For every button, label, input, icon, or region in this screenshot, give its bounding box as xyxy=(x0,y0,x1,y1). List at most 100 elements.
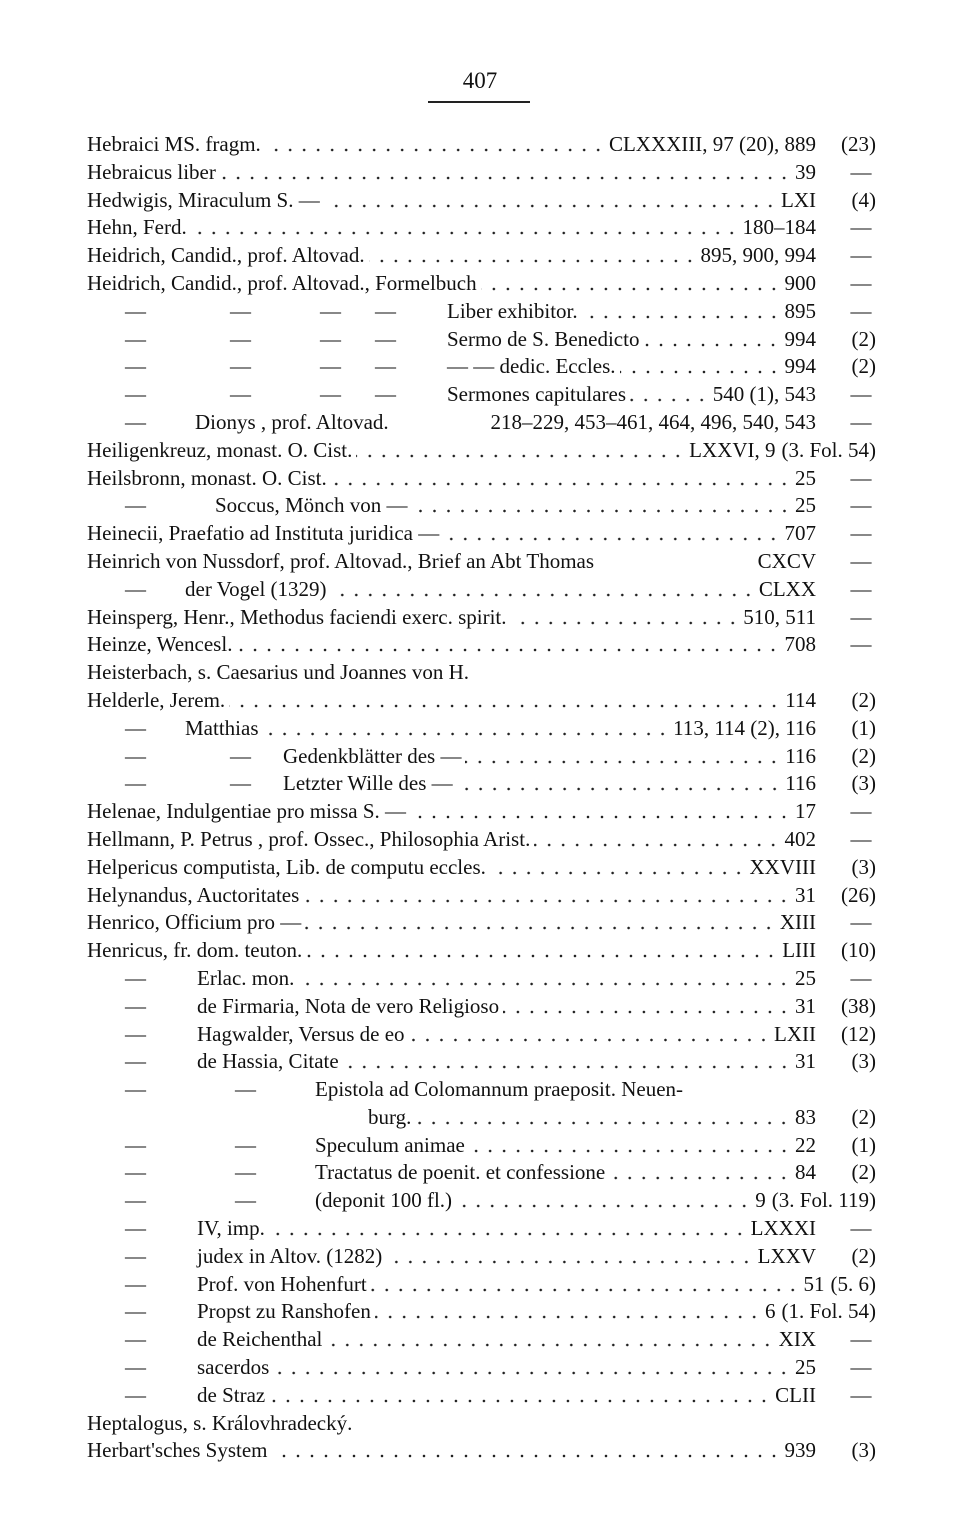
leader-dots xyxy=(368,242,697,270)
index-entry: — Hagwalder, Versus de eo LXII (12) xyxy=(87,1020,876,1049)
index-entry: Helenae, Indulgentiae pro missa S. — 17 — xyxy=(87,798,876,826)
entry-page: 25 xyxy=(795,1355,816,1380)
entry-label: Helderle, Jerem. xyxy=(87,687,226,712)
entry-label: Hagwalder, Versus de eo xyxy=(197,1021,405,1046)
index-entry: Henricus, fr. dom. teuton. LIII (10) xyxy=(87,937,876,965)
entry-note: (3. Fol. 119) xyxy=(771,1188,876,1213)
entry-note: — xyxy=(850,548,872,573)
ditto-dash: — xyxy=(125,1160,146,1185)
entry-label: Hebraicus liber xyxy=(87,159,216,184)
index-entry: Heisterbach, s. Caesarius und Joannes vo… xyxy=(87,659,876,687)
entry-page: 84 xyxy=(795,1160,816,1185)
entry-note: — xyxy=(850,1355,872,1380)
entry-label: Heinze, Wencesl. xyxy=(87,632,233,657)
leader-dots xyxy=(219,158,791,187)
leader-dots xyxy=(393,409,487,437)
index-entry: Heilsbronn, monast. O. Cist. 25 — xyxy=(87,464,876,493)
ditto-dash: — xyxy=(125,1216,146,1241)
entry-note: — xyxy=(850,1216,872,1241)
entry-label: Hedwigis, Miraculum S. — xyxy=(87,187,320,212)
entry-label: — — dedic. Eccles. xyxy=(447,354,616,379)
leader-dots xyxy=(190,214,739,243)
ditto-dash: — xyxy=(235,1188,256,1213)
leader-dots xyxy=(262,714,670,743)
index-entry: Herbart'sches System 939 (3) xyxy=(87,1437,876,1466)
ditto-dash: — xyxy=(230,354,251,379)
entry-label: de Reichenthal xyxy=(197,1327,323,1352)
leader-dots xyxy=(408,1020,771,1049)
ditto-dash: — xyxy=(235,1160,256,1185)
leader-dots xyxy=(370,1270,800,1299)
leader-dots xyxy=(510,603,740,632)
leader-dots xyxy=(356,436,686,465)
ditto-dash: — xyxy=(235,1132,256,1157)
entry-label: Henrico, Officium pro — xyxy=(87,910,302,935)
page-number: 407 xyxy=(462,68,498,93)
ditto-dash: — xyxy=(375,354,396,379)
entry-note: — xyxy=(850,826,872,851)
ditto-dash: — xyxy=(125,354,146,379)
ditto-dash: — xyxy=(125,1132,146,1157)
entry-page: LXXVI, 9 xyxy=(689,437,776,462)
leader-dots xyxy=(323,186,777,215)
entry-note: — xyxy=(850,215,872,240)
ditto-dash: — xyxy=(125,1271,146,1296)
entry-label: Heidrich, Candid., prof. Altovad. xyxy=(87,243,365,268)
ditto-dash: — xyxy=(125,1243,146,1268)
entry-page: 31 xyxy=(795,882,816,907)
entry-note: — xyxy=(850,243,872,268)
entry-label: Heiligenkreuz, monast. O. Cist. xyxy=(87,437,353,462)
leader-dots xyxy=(456,770,782,799)
index-entry: — — Epistola ad Colomannum praeposit. Neue… xyxy=(87,1076,876,1104)
ditto-dash: — xyxy=(125,326,146,351)
ditto-dash: — xyxy=(320,382,341,407)
index-entry: — — Speculum animae 22 (1) xyxy=(87,1131,876,1160)
leader-dots xyxy=(468,1131,791,1160)
leader-dots xyxy=(643,325,781,354)
index-entry: — sacerdos 25 — xyxy=(87,1354,876,1382)
ditto-dash: — xyxy=(125,1299,146,1324)
entry-note xyxy=(816,1076,876,1104)
entry-page: 540 (1), 543 xyxy=(712,382,816,407)
index-entry: — — — — Sermones capitulares 540 (1), 543 — xyxy=(87,381,876,409)
entry-label: Dionys , prof. Altovad. xyxy=(195,409,389,434)
entry-page: 900 xyxy=(784,270,817,295)
entry-page: 25 xyxy=(795,465,816,490)
leader-dots xyxy=(306,937,779,965)
entry-note: (2) xyxy=(851,1104,877,1129)
index-entry: — — Tractatus de poenit. et confessione 84 (… xyxy=(87,1159,876,1188)
index-entry: Hebraici MS. fragm. CLXXXIII, 97 (20), 88… xyxy=(87,131,876,159)
index-entry: Henrico, Officium pro — XIII — xyxy=(87,909,876,938)
leader-dots xyxy=(581,297,781,326)
leader-dots xyxy=(330,575,755,604)
leader-dots xyxy=(264,131,605,159)
entry-note: (3) xyxy=(851,771,877,796)
index-entry: — de Straz CLII — xyxy=(87,1381,876,1410)
leader-dots xyxy=(473,659,812,687)
leader-dots xyxy=(456,1187,752,1216)
entry-label: sacerdos xyxy=(197,1355,270,1380)
ditto-dash: — xyxy=(320,326,341,351)
ditto-dash: — xyxy=(125,1077,146,1102)
entry-note: — xyxy=(850,493,872,518)
index-entry: — IV, imp. LXXXI — xyxy=(87,1215,876,1243)
ditto-dash: — xyxy=(375,326,396,351)
entry-note: — xyxy=(850,1327,872,1352)
leader-dots xyxy=(303,881,791,910)
index-entry: Hedwigis, Miraculum S. — LXI (4) xyxy=(87,186,877,215)
leader-dots xyxy=(386,1242,754,1271)
entry-label: der Vogel (1329) xyxy=(185,576,327,601)
index-entry: — — — — — — dedic. Eccles. 994 (2) xyxy=(87,353,876,382)
entry-label: Helpericus computista, Lib. de computu e… xyxy=(87,854,486,879)
index-entry: — — (deponit 100 fl.) 9 (3. Fol. 119) xyxy=(87,1187,876,1216)
entry-page: LXI xyxy=(781,187,816,212)
ditto-dash: — xyxy=(125,715,146,740)
entry-page: CLII xyxy=(775,1382,816,1407)
entry-note: (38) xyxy=(841,993,876,1018)
entry-label: de Straz xyxy=(197,1382,266,1407)
entry-note: (4) xyxy=(851,187,877,212)
entry-page: 510, 511 xyxy=(743,604,816,629)
ditto-dash: — xyxy=(235,1077,256,1102)
index-entry: — — Letzter Wille des — 116 (3) xyxy=(87,770,877,799)
ditto-dash: — xyxy=(125,409,146,434)
